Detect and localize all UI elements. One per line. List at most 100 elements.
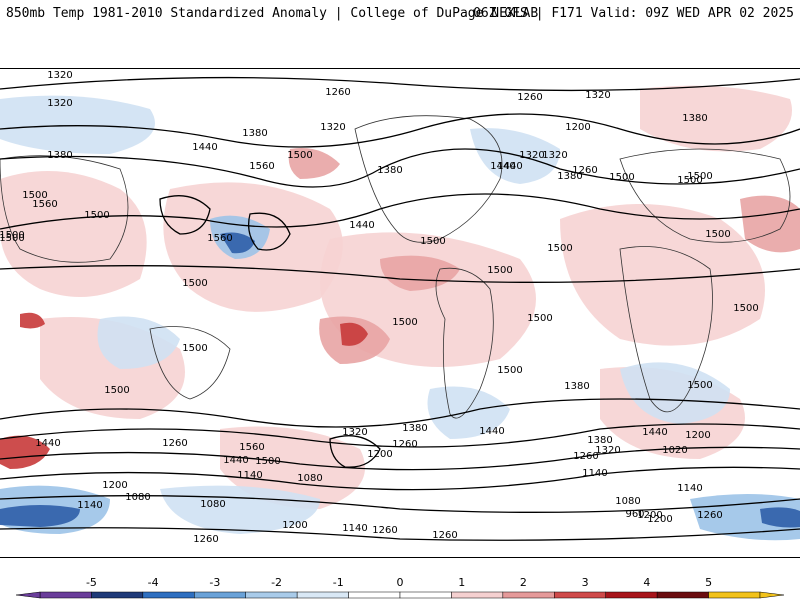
anomaly-area — [220, 232, 255, 254]
land-outline — [0, 155, 129, 263]
colorbar-tick-label: -5 — [86, 576, 97, 589]
contour-label: 1500 — [392, 317, 417, 328]
anomaly-area — [97, 316, 180, 369]
contour-label: 1500 — [609, 172, 634, 183]
contour-label: 1500 — [497, 365, 522, 376]
anomaly-area — [20, 312, 45, 329]
contour-label: 1500 — [255, 456, 280, 467]
contour-label: 1320 — [542, 150, 567, 161]
anomaly-area — [380, 255, 460, 291]
contour-label: 1260 — [573, 451, 598, 462]
contour-label: 1260 — [572, 165, 597, 176]
land-outline — [619, 148, 791, 243]
contour-label: 1500 — [287, 150, 312, 161]
contour-label: 1260 — [392, 439, 417, 450]
height-contour — [0, 495, 800, 513]
contour-label: 1500 — [733, 303, 758, 314]
contour-label: 1500 — [687, 380, 712, 391]
colorbar-swatch — [142, 591, 195, 599]
colorbar: -5 -4 -3 -2 -1 0 1 2 3 4 5 — [0, 572, 800, 600]
colorbar-swatch — [194, 591, 246, 599]
anomaly-area — [0, 505, 80, 527]
contour-label: 1440 — [35, 438, 60, 449]
height-contour — [0, 76, 800, 92]
contour-label: 1200 — [102, 480, 127, 491]
header: 850mb Temp 1981-2010 Standardized Anomal… — [0, 0, 800, 30]
contour-label: 1500 — [0, 233, 25, 244]
colorbar-tick-label: 5 — [705, 576, 712, 589]
contour-label: 1260 — [697, 510, 722, 521]
anomaly-area — [760, 507, 800, 528]
colorbar-tick-label: 4 — [643, 576, 650, 589]
contour-label: 1080 — [297, 473, 322, 484]
contour-label: 1140 — [237, 470, 262, 481]
height-contour — [0, 423, 800, 448]
contour-label: 1500 — [420, 236, 445, 247]
anomaly-area — [427, 386, 510, 439]
contour-label: 1500 — [0, 230, 25, 241]
anomaly-area — [160, 485, 320, 534]
colorbar-end-high — [759, 591, 785, 599]
anomaly-area — [620, 362, 730, 424]
contour-label: 1080 — [200, 499, 225, 510]
contour-label: 1560 — [249, 161, 274, 172]
height-contour — [0, 148, 800, 188]
height-contour — [159, 195, 211, 235]
height-contour — [0, 265, 800, 283]
colorbar-swatch — [39, 591, 92, 599]
contour-label: 1500 — [22, 190, 47, 201]
contour-label: 1560 — [239, 442, 264, 453]
contour-label: 1260 — [432, 530, 457, 541]
contour-label: 1140 — [677, 483, 702, 494]
anomaly-area — [288, 148, 340, 179]
contour-label: 1320 — [519, 150, 544, 161]
contour-label: 1140 — [342, 523, 367, 534]
colorbar-end-low — [15, 591, 41, 599]
contour-label: 1260 — [325, 87, 350, 98]
contour-label: 1380 — [242, 128, 267, 139]
height-contour — [329, 435, 381, 468]
contour-label: 1440 — [479, 426, 504, 437]
anomaly-area — [560, 204, 765, 346]
contour-label: 1380 — [557, 171, 582, 182]
contour-label: 1380 — [564, 381, 589, 392]
contour-label: 1320 — [47, 98, 72, 109]
colorbar-tick-label: 1 — [458, 576, 465, 589]
contour-label: 1200 — [565, 122, 590, 133]
model-run-info: 06Z GFS | F171 Valid: 09Z WED APR 02 202… — [473, 6, 794, 21]
contour-label: 1020 — [662, 445, 687, 456]
colorbar-swatch — [605, 591, 658, 599]
contour-label: 1500 — [182, 278, 207, 289]
contour-label: 1260 — [372, 525, 397, 536]
contour-label: 1320 — [47, 70, 72, 81]
contour-label: 1200 — [637, 510, 662, 521]
land-outline — [149, 326, 231, 400]
colorbar-swatch — [554, 591, 606, 599]
colorbar-tick-label: -3 — [209, 576, 220, 589]
colorbar-swatch — [502, 591, 555, 599]
contour-label: 1080 — [615, 496, 640, 507]
contour-label: 1500 — [687, 171, 712, 182]
colorbar-tick-label: -1 — [333, 576, 344, 589]
colorbar-swatch — [296, 591, 349, 599]
colorbar-tick-label: 3 — [582, 576, 589, 589]
contour-label: 960 — [625, 509, 644, 520]
contour-label: 1140 — [77, 500, 102, 511]
colorbar-canvas: -5 -4 -3 -2 -1 0 1 2 3 4 5 — [15, 576, 785, 599]
contour-label: 1500 — [705, 229, 730, 240]
contour-label: 1560 — [207, 233, 232, 244]
contour-label: 1440 — [642, 427, 667, 438]
contour-label: 1200 — [647, 514, 672, 525]
contour-label: 1440 — [497, 161, 522, 172]
contour-label: 1380 — [587, 435, 612, 446]
contour-label: 1200 — [282, 520, 307, 531]
height-contour — [0, 193, 800, 230]
contour-label: 1200 — [367, 449, 392, 460]
contour-label: 1500 — [84, 210, 109, 221]
contour-label: 1440 — [223, 455, 248, 466]
contour-label: 1200 — [685, 430, 710, 441]
colorbar-swatch — [399, 591, 452, 599]
anomaly-area — [470, 128, 560, 184]
